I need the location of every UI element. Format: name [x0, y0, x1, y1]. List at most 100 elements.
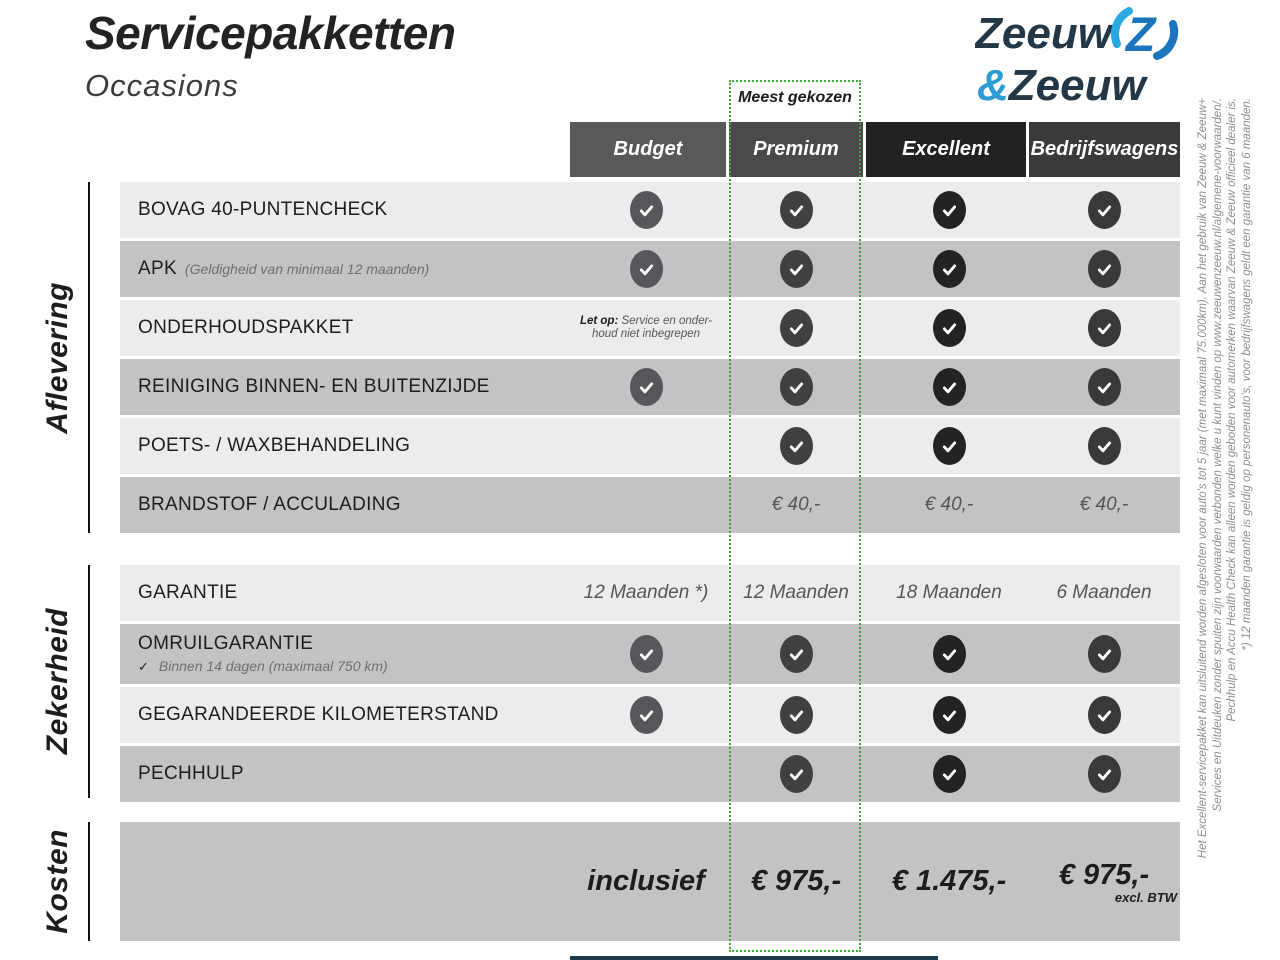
- price-value: € 1.475,-: [891, 865, 1007, 897]
- logo-ampersand: &: [977, 61, 1009, 110]
- check-cell-premium: [721, 182, 871, 238]
- price-value: inclusief: [587, 865, 705, 897]
- check-cell-excellent: [874, 359, 1024, 415]
- row-label-wrap: GARANTIE: [138, 565, 568, 621]
- value-cell-premium: € 40,-: [721, 477, 871, 533]
- logo-word2: Zeeuw: [1007, 61, 1149, 110]
- check-cell-bedrijfswagens: [1029, 687, 1179, 743]
- value-cell-excellent: 18 Maanden: [874, 565, 1024, 621]
- row-label: BRANDSTOF / ACCULADING: [138, 494, 401, 515]
- checkmark-icon: [629, 250, 663, 288]
- most-chosen-label: Meest gekozen: [738, 89, 852, 106]
- checkmark-icon: [779, 696, 813, 734]
- logo-z-swoosh-icon: Z: [1111, 7, 1179, 62]
- checkmark-icon: [779, 191, 813, 229]
- checkmark-icon: [1087, 755, 1121, 793]
- check-cell-bedrijfswagens: [1029, 746, 1179, 802]
- price-cell-excellent: € 1.475,-: [874, 822, 1024, 941]
- checkmark-icon: [779, 427, 813, 465]
- check-cell-excellent: [874, 687, 1024, 743]
- checkmark-icon: [1087, 427, 1121, 465]
- check-cell-excellent: [874, 182, 1024, 238]
- zekerheid-rule: [88, 565, 90, 798]
- table-row: APK (Geldigheid van minimaal 12 maanden): [120, 241, 1180, 297]
- section-aflevering: BOVAG 40-PUNTENCHECK APK (Geldigheid van m…: [120, 182, 1180, 533]
- value-cell-budget: 12 Maanden *): [571, 565, 721, 621]
- check-cell-premium: [721, 746, 871, 802]
- cell-value: 12 Maanden: [743, 582, 849, 603]
- row-subtext: Binnen 14 dagen (maximaal 750 km): [158, 658, 388, 674]
- row-label: GARANTIE: [138, 582, 238, 603]
- row-label: PECHHULP: [138, 763, 244, 784]
- checkmark-icon: [1087, 309, 1121, 347]
- checkmark-icon: [932, 309, 966, 347]
- column-header-budget: Budget: [570, 122, 726, 177]
- check-cell-excellent: [874, 241, 1024, 297]
- kosten-side-label: Kosten: [41, 829, 74, 934]
- price-cell-bedrijfswagens: € 975,- excl. BTW: [1029, 822, 1179, 941]
- cell-value: € 40,-: [1079, 494, 1129, 515]
- empty-cell-budget: [571, 418, 721, 474]
- checkmark-icon: [629, 368, 663, 406]
- price-cell-premium: € 975,-: [721, 822, 871, 941]
- cell-value: 6 Maanden: [1056, 582, 1152, 603]
- checkmark-icon: [1087, 191, 1121, 229]
- footnotes: Het Excellent-servicepakket kan uitsluit…: [1196, 98, 1256, 954]
- check-cell-budget: [571, 687, 721, 743]
- check-cell-excellent: [874, 300, 1024, 356]
- row-label-wrap: ONDERHOUDSPAKKET: [138, 300, 568, 356]
- column-header-bedrijfswagens: Bedrijfswagens: [1029, 122, 1180, 177]
- row-label-wrap: GEGARANDEERDE KILOMETERSTAND: [138, 687, 568, 743]
- checkmark-icon: [932, 427, 966, 465]
- row-label: GEGARANDEERDE KILOMETERSTAND: [138, 704, 499, 725]
- checkmark-icon: [932, 696, 966, 734]
- table-row: BOVAG 40-PUNTENCHECK: [120, 182, 1180, 238]
- value-cell-bedrijfswagens: € 40,-: [1029, 477, 1179, 533]
- table-row: GARANTIE 12 Maanden *) 12 Maanden 18 Maande…: [120, 565, 1180, 621]
- check-cell-bedrijfswagens: [1029, 418, 1179, 474]
- table-row: inclusief € 975,- € 1.475,- € 975,- excl. BT…: [120, 822, 1180, 941]
- empty-cell-budget: [571, 746, 721, 802]
- footnote-line: Pechhulp en Accu Health Check kan alleen…: [1226, 98, 1238, 722]
- zekerheid-side-label: Zekerheid: [41, 608, 74, 755]
- page-subtitle: Occasions: [85, 68, 239, 103]
- value-cell-excellent: € 40,-: [874, 477, 1024, 533]
- price-value: € 975,-: [1058, 858, 1150, 891]
- table-row: ONDERHOUDSPAKKET Let op: Service en onder…: [120, 300, 1180, 356]
- row-subline: ✓ Binnen 14 dagen (maximaal 750 km): [138, 658, 568, 675]
- svg-text:&Zeeuw: &Zeeuw: [977, 61, 1148, 110]
- row-label-wrap: OMRUILGARANTIE ✓ Binnen 14 dagen (maximaal…: [138, 624, 568, 684]
- footnote-line: Services en Uitdeuken zonder spuiten zij…: [1211, 98, 1224, 812]
- row-label: APK: [138, 258, 177, 279]
- cell-value: 12 Maanden *): [583, 582, 709, 603]
- checkmark-icon: [1087, 635, 1121, 673]
- row-label: REINIGING BINNEN- EN BUITENZIJDE: [138, 376, 490, 397]
- section-kosten: inclusief € 975,- € 1.475,- € 975,- excl. BT…: [120, 822, 1180, 941]
- check-cell-bedrijfswagens: [1029, 241, 1179, 297]
- checkmark-icon: [779, 309, 813, 347]
- check-cell-excellent: [874, 418, 1024, 474]
- table-row: OMRUILGARANTIE ✓ Binnen 14 dagen (maximaal…: [120, 624, 1180, 684]
- row-label: ONDERHOUDSPAKKET: [138, 317, 354, 338]
- svg-text:Z: Z: [1124, 9, 1157, 62]
- check-cell-excellent: [874, 746, 1024, 802]
- check-cell-budget: [571, 182, 721, 238]
- footnote-line: *) 12 maanden garantie is geldig op pers…: [1240, 98, 1253, 651]
- price-subnote: excl. BTW: [1114, 889, 1177, 905]
- section-zekerheid: GARANTIE 12 Maanden *) 12 Maanden 18 Maande…: [120, 565, 1180, 802]
- checkmark-icon: [932, 635, 966, 673]
- row-label-note: (Geldigheid van minimaal 12 maanden): [184, 261, 430, 277]
- checkmark-icon: [932, 191, 966, 229]
- column-header-excellent: Excellent: [866, 122, 1026, 177]
- page-title: Servicepakketten: [85, 7, 456, 59]
- price-cell-budget: inclusief: [571, 822, 721, 941]
- row-label-wrap: POETS- / WAXBEHANDELING: [138, 418, 568, 474]
- aflevering-rule: [88, 182, 90, 533]
- check-cell-premium: [721, 687, 871, 743]
- table-row: BRANDSTOF / ACCULADING € 40,- € 40,- € 40,-: [120, 477, 1180, 533]
- zeeuw-en-zeeuw-logo: Zeeuw Z &Zeeuw: [975, 7, 1179, 110]
- value-cell-bedrijfswagens: 6 Maanden: [1029, 565, 1179, 621]
- row-label-wrap: BOVAG 40-PUNTENCHECK: [138, 182, 568, 238]
- table-row: GEGARANDEERDE KILOMETERSTAND: [120, 687, 1180, 743]
- cell-value: € 40,-: [771, 494, 821, 515]
